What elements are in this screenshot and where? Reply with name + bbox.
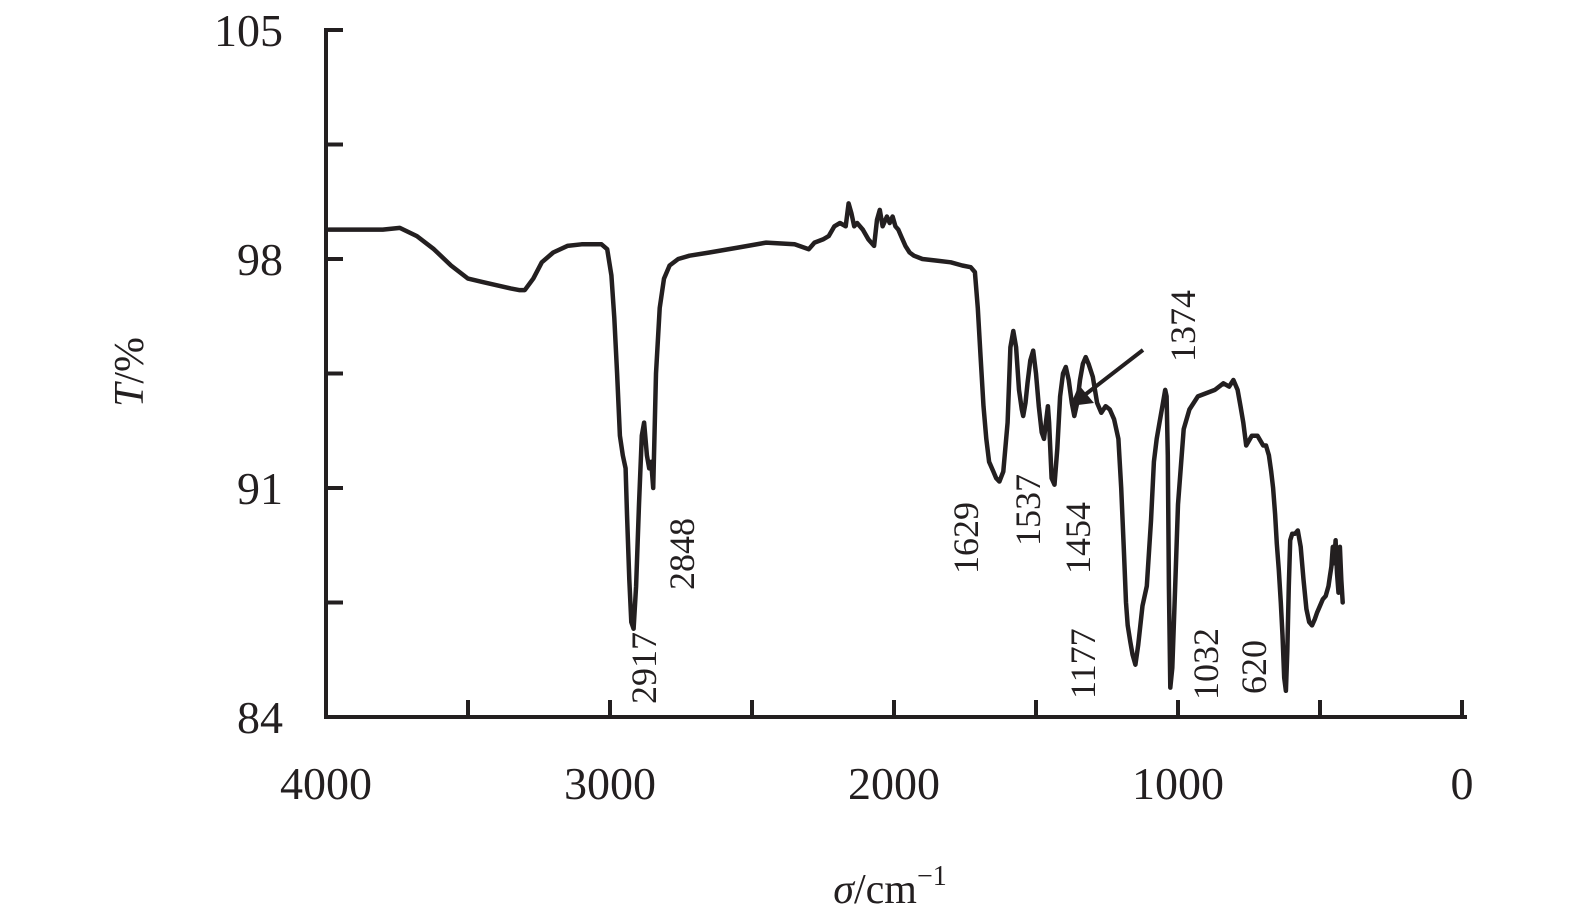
spectrum-line [326, 201, 1345, 694]
peak-label-1537: 1537 [1008, 474, 1048, 546]
y-tick-label-91: 91 [237, 463, 283, 514]
y-tick-label-105: 105 [214, 5, 283, 56]
peak-label-1374: 1374 [1163, 290, 1203, 362]
peak-label-1177: 1177 [1063, 628, 1103, 699]
x-axis-title: σ/cm−1 [833, 861, 947, 913]
peak-label-2848: 2848 [662, 518, 702, 590]
x-tick-label-1000: 1000 [1132, 758, 1224, 809]
x-axis-unit: /cm [854, 867, 917, 913]
peak-label-1629: 1629 [946, 502, 986, 574]
peak-label-620: 620 [1234, 640, 1274, 694]
y-axis-variable: T [107, 381, 153, 407]
peak-label-1032: 1032 [1186, 628, 1226, 700]
y-tick-label-84: 84 [237, 692, 283, 743]
x-tick-label-3000: 3000 [564, 758, 656, 809]
x-axis-symbol: σ [833, 867, 856, 913]
peak-label-2917: 2917 [624, 632, 664, 704]
x-tick-label-2000: 2000 [848, 758, 940, 809]
y-axis-unit: /% [107, 337, 153, 384]
peak-labels: 2917 2848 1629 1537 1454 1374 1177 1032 … [624, 290, 1274, 704]
arrow-1374-shaft [1084, 348, 1145, 396]
axes [324, 28, 1467, 719]
peak-label-1454: 1454 [1058, 502, 1098, 574]
x-axis-exponent: −1 [917, 861, 947, 892]
x-tick-label-0: 0 [1451, 758, 1474, 809]
x-tick-label-4000: 4000 [280, 758, 372, 809]
y-tick-label-98: 98 [237, 234, 283, 285]
ticks [324, 28, 1464, 719]
y-axis-title: T/% [107, 337, 153, 407]
arrow-1374-head [1070, 385, 1094, 406]
tick-labels: 84 91 98 105 4000 3000 2000 1000 0 [214, 5, 1474, 809]
